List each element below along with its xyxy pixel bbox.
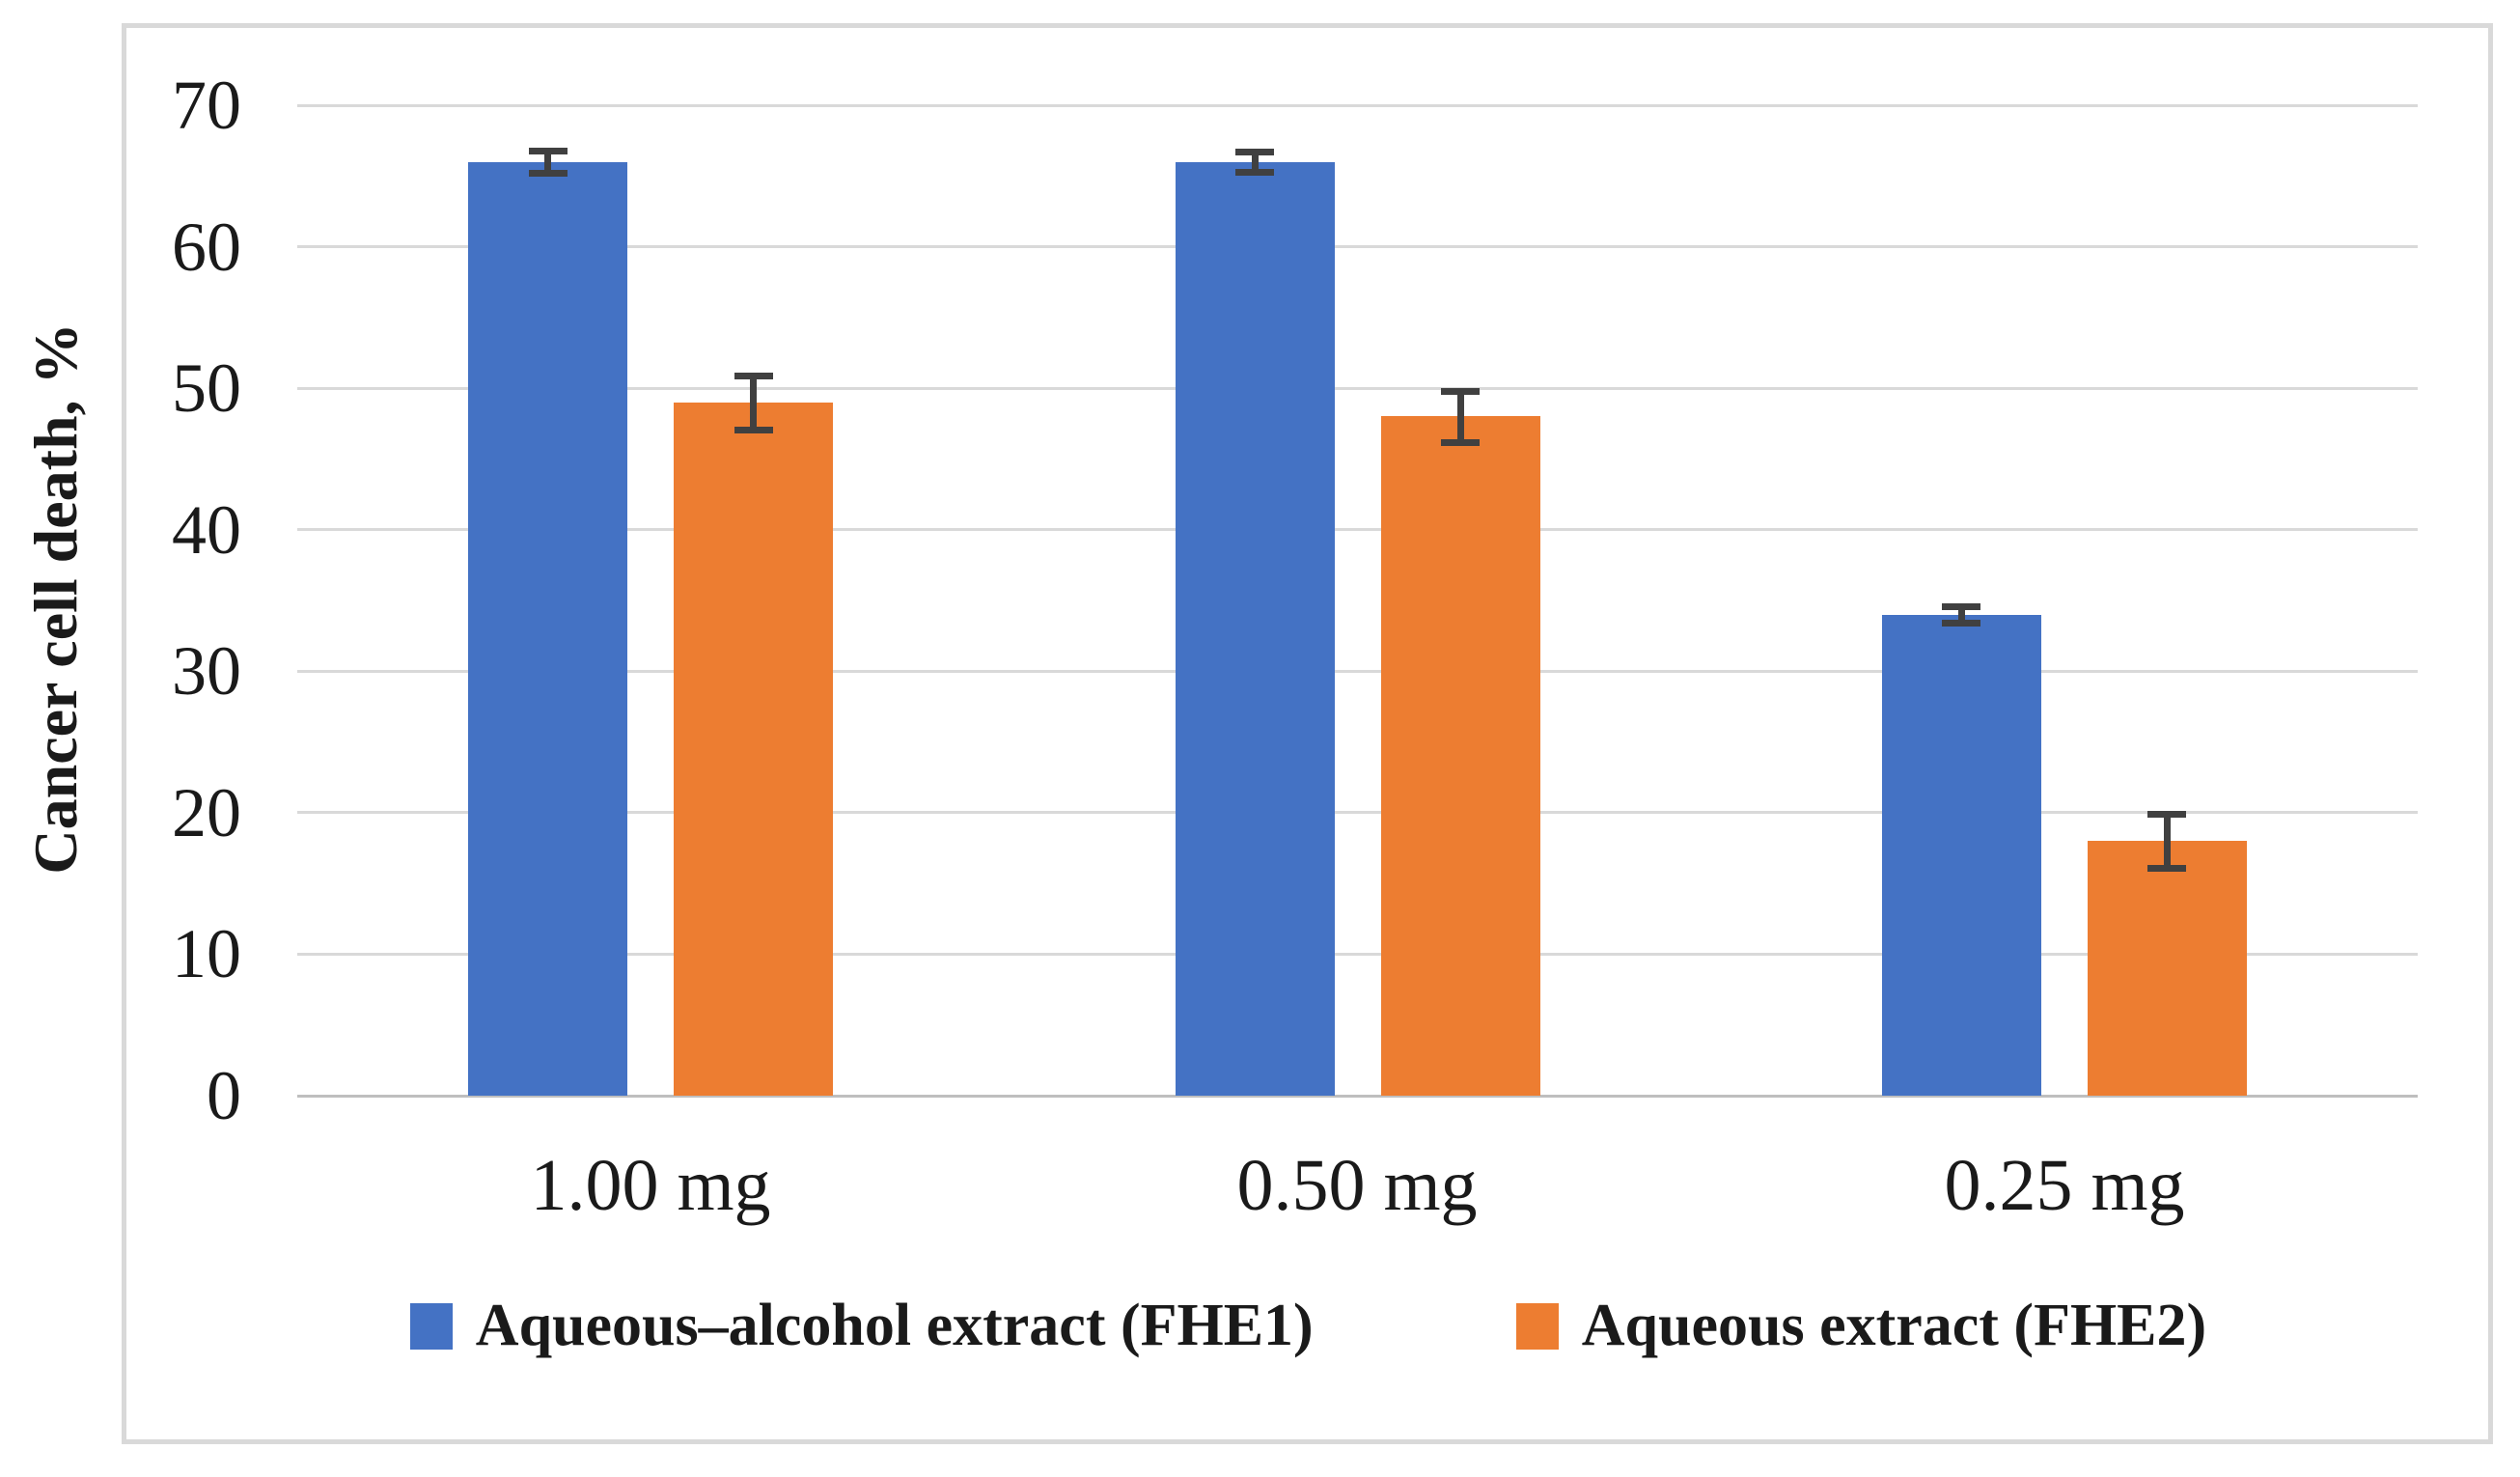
error-bar-cap-top [1235, 149, 1274, 156]
error-bar-cap-bottom [2147, 865, 2187, 873]
x-category-label-3: 0.25 mg [1944, 1145, 2185, 1226]
legend-item-fhe1: Aqueous–alcohol extract (FHE1) [409, 1292, 1314, 1360]
gridline [297, 103, 2418, 107]
error-bar-line [2163, 814, 2171, 868]
y-tick-0: 0 [207, 1057, 241, 1134]
y-tick-10: 10 [172, 915, 241, 992]
legend-item-fhe2: Aqueous extract (FHE2) [1515, 1292, 2207, 1360]
bar-series1-cat1 [468, 161, 628, 1096]
bar-series2-cat3 [2087, 841, 2247, 1096]
error-bar-line [1251, 152, 1259, 172]
gridline [297, 528, 2418, 532]
chart-frame [122, 23, 2493, 1444]
y-tick-20: 20 [172, 774, 241, 851]
legend-swatch-fhe2-icon [1515, 1302, 1559, 1350]
error-bar-cap-top [528, 147, 568, 154]
bar-series1-cat2 [1175, 161, 1335, 1096]
y-tick-60: 60 [172, 209, 241, 286]
x-axis-line [297, 1094, 2418, 1098]
error-bar-cap-bottom [1441, 438, 1480, 446]
y-tick-40: 40 [172, 491, 241, 569]
error-bar-cap-top [2147, 811, 2187, 819]
error-bar-line [1957, 605, 1965, 624]
gridline [297, 245, 2418, 249]
error-bar-cap-bottom [734, 426, 773, 433]
error-bar-cap-top [1942, 602, 1981, 610]
error-bar-cap-bottom [1942, 620, 1981, 627]
gridline [297, 952, 2418, 956]
legend-label-fhe2: Aqueous extract (FHE2) [1581, 1293, 2207, 1358]
error-bar-line [750, 375, 758, 430]
bar-series2-cat2 [1380, 416, 1540, 1096]
gridline [297, 386, 2418, 390]
x-category-label-2: 0.50 mg [1236, 1145, 1478, 1226]
gridline [297, 669, 2418, 673]
legend: Aqueous–alcohol extract (FHE1) Aqueous e… [124, 1292, 2493, 1360]
y-tick-30: 30 [172, 632, 241, 710]
y-tick-50: 50 [172, 349, 241, 427]
gridline [297, 811, 2418, 815]
x-category-label-1: 1.00 mg [530, 1145, 771, 1226]
bar-series2-cat1 [674, 402, 834, 1096]
error-bar-cap-bottom [528, 170, 568, 178]
legend-label-fhe1: Aqueous–alcohol extract (FHE1) [475, 1293, 1314, 1358]
error-bar-cap-top [734, 372, 773, 379]
bar-series1-cat3 [1881, 614, 2041, 1096]
error-bar-line [1456, 391, 1464, 442]
legend-swatch-fhe1-icon [409, 1302, 453, 1350]
error-bar-line [544, 150, 552, 174]
y-tick-70: 70 [172, 67, 241, 144]
error-bar-cap-top [1441, 388, 1480, 396]
error-bar-cap-bottom [1235, 168, 1274, 176]
